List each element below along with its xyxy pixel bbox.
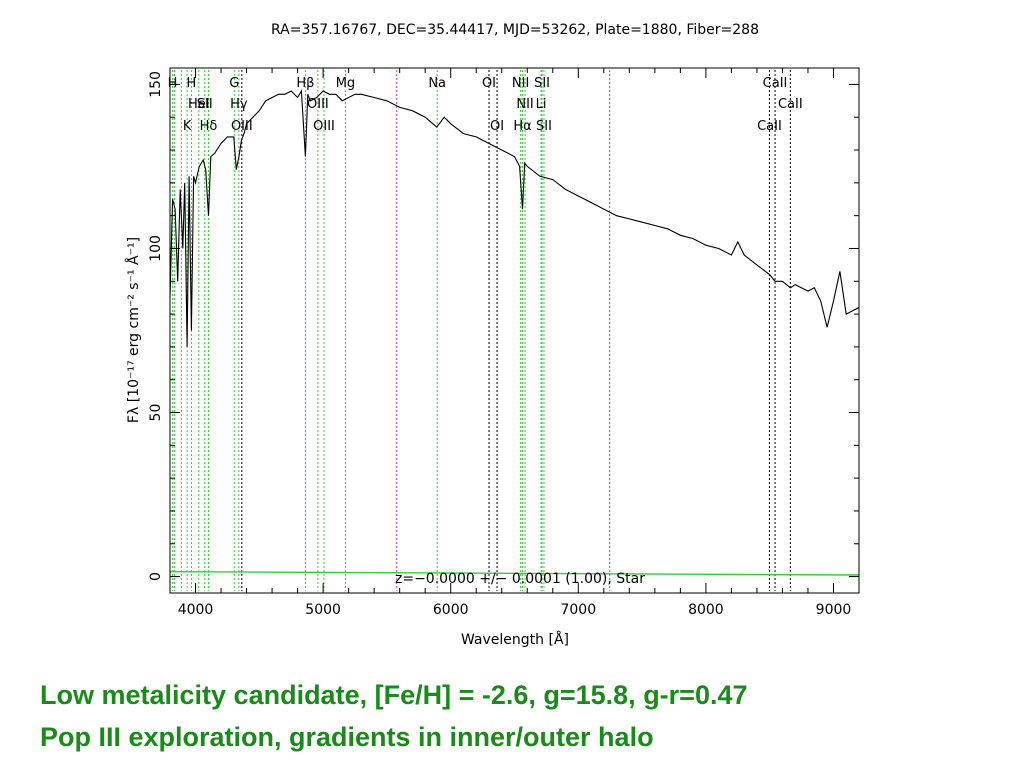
spectrum-chart: RA=357.16767, DEC=35.44417, MJD=53262, P… — [125, 22, 860, 648]
spectral-line-label-17: OI — [482, 76, 496, 91]
spectral-line-label-12: OIII — [307, 97, 329, 112]
spectral-line-label-23: SII — [534, 76, 550, 91]
spectral-line-label-6: SII — [197, 97, 213, 112]
x-tick-label-1: 5000 — [305, 602, 341, 618]
caption-line-2: Pop III exploration, gradients in inner/… — [40, 722, 654, 752]
y-tick-label-3: 150 — [148, 71, 164, 98]
series-layer — [169, 89, 860, 576]
chart-title: RA=357.16767, DEC=35.44417, MJD=53262, P… — [271, 22, 759, 38]
spectral-line-label-11: Hβ — [296, 76, 314, 91]
spectral-line-label-14: Mg — [336, 76, 355, 91]
x-tick-label-2: 6000 — [433, 602, 469, 618]
series-0 — [169, 89, 860, 347]
spectral-line-label-3: K — [183, 119, 192, 134]
x-axis-label: Wavelength [Å] — [461, 631, 569, 648]
caption-line-1: Low metalicity candidate, [Fe/H] = -2.6,… — [40, 680, 748, 710]
plot-frame — [169, 67, 860, 594]
spectral-line-label-24: SII — [536, 119, 552, 134]
spectral-line-label-22: Li — [536, 97, 547, 112]
spectral-lines — [172, 70, 791, 591]
x-tick-label-0: 4000 — [178, 602, 214, 618]
y-axis-label: Fλ [10⁻¹⁷ erg cm⁻² s⁻¹ Å⁻¹] — [125, 237, 142, 423]
spectral-line-label-0: H — [168, 76, 178, 91]
spectral-line-label-9: Hγ — [230, 97, 248, 112]
y-tick-label-0: 0 — [148, 572, 164, 581]
spectral-line-label-16: Na — [428, 76, 446, 91]
spectral-line-label-13: OIII — [313, 119, 335, 134]
spectral-line-label-8: G — [229, 76, 239, 91]
x-tick-label-5: 9000 — [816, 602, 852, 618]
redshift-annotation: z=−0.0000 +/− 0.0001 (1.00), Star — [395, 571, 645, 587]
spectral-line-label-4: H — [187, 76, 197, 91]
spectral-line-label-21: NII — [516, 97, 533, 112]
spectral-line-label-19: NII — [512, 76, 529, 91]
spectral-line-label-20: Hα — [513, 119, 531, 134]
x-tick-label-3: 7000 — [560, 602, 596, 618]
spectral-line-label-7: Hδ — [200, 119, 218, 134]
x-tick-label-4: 8000 — [688, 602, 724, 618]
spectral-line-label-27: CaII — [763, 76, 788, 91]
y-tick-label-2: 100 — [148, 235, 164, 262]
y-tick-label-1: 50 — [148, 404, 164, 422]
spectral-line-label-5: HeI — [188, 97, 210, 112]
spectral-line-label-18: OI — [490, 119, 504, 134]
axes: 4000 5000 6000 7000 8000 9000 0 50 100 150 — [148, 68, 860, 618]
spectral-line-label-26: CaII — [757, 119, 782, 134]
series-1 — [169, 571, 860, 576]
spectral-line-label-10: OIII — [231, 119, 253, 134]
spectral-line-label-28: CaII — [778, 97, 803, 112]
